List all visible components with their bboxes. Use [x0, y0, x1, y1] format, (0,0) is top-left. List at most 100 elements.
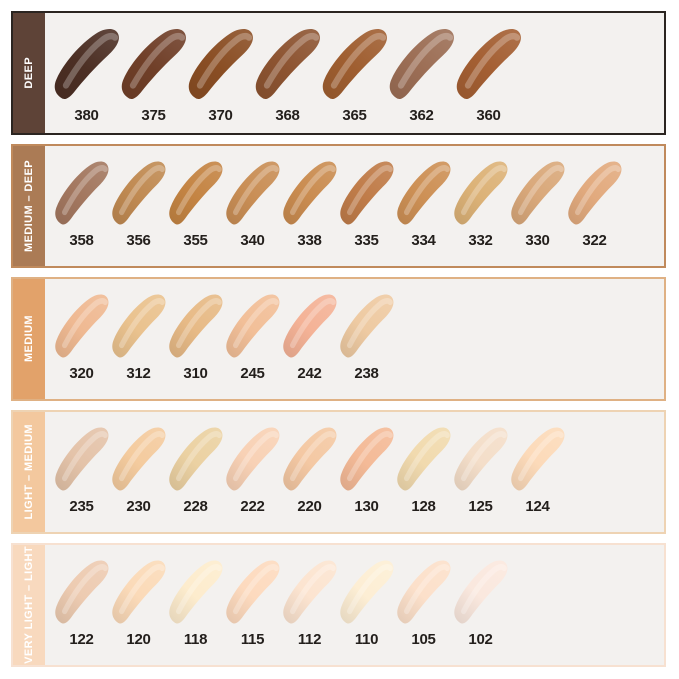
shade-number: 124	[525, 498, 550, 515]
shade-swatch-cell: 356	[110, 146, 167, 249]
foundation-smear-icon	[54, 560, 108, 624]
foundation-smear-icon	[339, 427, 393, 491]
shade-swatch-cell: 332	[452, 146, 509, 249]
row-depth-bar: LIGHT – MEDIUM	[13, 412, 45, 532]
row-depth-bar: DEEP	[13, 13, 45, 133]
foundation-smear-icon	[168, 294, 222, 358]
foundation-smear-icon	[282, 161, 336, 225]
foundation-smear-icon	[339, 560, 393, 624]
shade-swatch-cell: 105	[395, 545, 452, 648]
shade-number: 355	[183, 232, 208, 249]
shade-swatch-cell: 245	[224, 279, 281, 382]
swatch-strip: 320 312 310 245 242 238	[45, 279, 664, 399]
shade-swatch-cell: 334	[395, 146, 452, 249]
shade-swatch-cell: 358	[53, 146, 110, 249]
foundation-smear-icon	[225, 560, 279, 624]
shade-number: 112	[297, 631, 322, 648]
shade-swatch-cell: 124	[509, 412, 566, 515]
foundation-smear-icon	[255, 29, 320, 100]
foundation-smear-icon	[54, 427, 108, 491]
row-depth-bar: MEDIUM – DEEP	[13, 146, 45, 266]
shade-swatch-cell: 365	[321, 13, 388, 124]
shade-number: 105	[411, 631, 436, 648]
foundation-smear-icon	[188, 29, 253, 100]
shade-swatch-cell: 125	[452, 412, 509, 515]
shade-swatch-cell: 362	[388, 13, 455, 124]
shade-number: 360	[476, 107, 501, 124]
shade-swatch-cell: 115	[224, 545, 281, 648]
shade-number: 235	[69, 498, 94, 515]
shade-swatch-cell: 220	[281, 412, 338, 515]
shade-number: 102	[468, 631, 493, 648]
foundation-smear-icon	[322, 29, 387, 100]
foundation-smear-icon	[453, 560, 507, 624]
shade-swatch-cell: 368	[254, 13, 321, 124]
row-depth-label: VERY LIGHT – LIGHT	[23, 546, 35, 664]
shade-number: 128	[411, 498, 436, 515]
foundation-smear-icon	[282, 560, 336, 624]
shade-swatch-cell: 222	[224, 412, 281, 515]
shade-swatch-cell: 112	[281, 545, 338, 648]
shade-number: 375	[141, 107, 166, 124]
shade-number: 335	[354, 232, 379, 249]
shade-number: 118	[183, 631, 208, 648]
swatch-strip: 235 230 228 222 220 130 128 125 124	[45, 412, 664, 532]
shade-swatch-cell: 122	[53, 545, 110, 648]
shade-number: 356	[126, 232, 151, 249]
shade-number: 130	[354, 498, 379, 515]
shade-swatch-cell: 360	[455, 13, 522, 124]
shade-swatch-cell: 340	[224, 146, 281, 249]
foundation-smear-icon	[54, 161, 108, 225]
foundation-smear-icon	[453, 427, 507, 491]
foundation-smear-icon	[111, 294, 165, 358]
foundation-smear-icon	[168, 427, 222, 491]
foundation-smear-icon	[453, 161, 507, 225]
foundation-smear-icon	[121, 29, 186, 100]
foundation-smear-icon	[396, 161, 450, 225]
shade-number: 320	[69, 365, 94, 382]
shade-number: 125	[468, 498, 493, 515]
foundation-smear-icon	[168, 161, 222, 225]
shade-swatch-cell: 380	[53, 13, 120, 124]
shade-number: 368	[275, 107, 300, 124]
row-depth-label: MEDIUM – DEEP	[23, 160, 35, 252]
shade-swatch-cell: 228	[167, 412, 224, 515]
shade-number: 122	[69, 631, 94, 648]
shade-swatch-cell: 242	[281, 279, 338, 382]
foundation-smear-icon	[54, 294, 108, 358]
shade-number: 358	[69, 232, 94, 249]
shade-number: 220	[297, 498, 322, 515]
shade-row: MEDIUM 320 312 310 245 242 238	[11, 277, 666, 401]
shade-number: 245	[240, 365, 265, 382]
shade-row: VERY LIGHT – LIGHT 122 120 118 115 112 110 105 1…	[11, 543, 666, 667]
foundation-smear-icon	[339, 161, 393, 225]
shade-number: 332	[468, 232, 493, 249]
foundation-smear-icon	[510, 427, 564, 491]
foundation-smear-icon	[225, 161, 279, 225]
shade-number: 230	[126, 498, 151, 515]
foundation-smear-icon	[389, 29, 454, 100]
foundation-smear-icon	[54, 29, 119, 100]
shade-swatch-cell: 322	[566, 146, 623, 249]
shade-number: 370	[208, 107, 233, 124]
shade-number: 330	[525, 232, 550, 249]
shade-number: 334	[411, 232, 436, 249]
shade-swatch-cell: 338	[281, 146, 338, 249]
shade-number: 338	[297, 232, 322, 249]
foundation-smear-icon	[111, 427, 165, 491]
shade-swatch-cell: 238	[338, 279, 395, 382]
shade-row: DEEP 380 375 370 368 365 362 360	[11, 11, 666, 135]
shade-swatch-cell: 335	[338, 146, 395, 249]
shade-swatch-cell: 102	[452, 545, 509, 648]
row-depth-label: LIGHT – MEDIUM	[23, 424, 35, 520]
row-depth-label: MEDIUM	[23, 315, 35, 363]
shade-swatch-cell: 320	[53, 279, 110, 382]
swatch-strip: 122 120 118 115 112 110 105 102	[45, 545, 664, 665]
shade-number: 362	[409, 107, 434, 124]
foundation-smear-icon	[225, 427, 279, 491]
shade-number: 242	[297, 365, 322, 382]
shade-number: 115	[240, 631, 265, 648]
shade-number: 340	[240, 232, 265, 249]
foundation-smear-icon	[339, 294, 393, 358]
shade-number: 222	[240, 498, 265, 515]
